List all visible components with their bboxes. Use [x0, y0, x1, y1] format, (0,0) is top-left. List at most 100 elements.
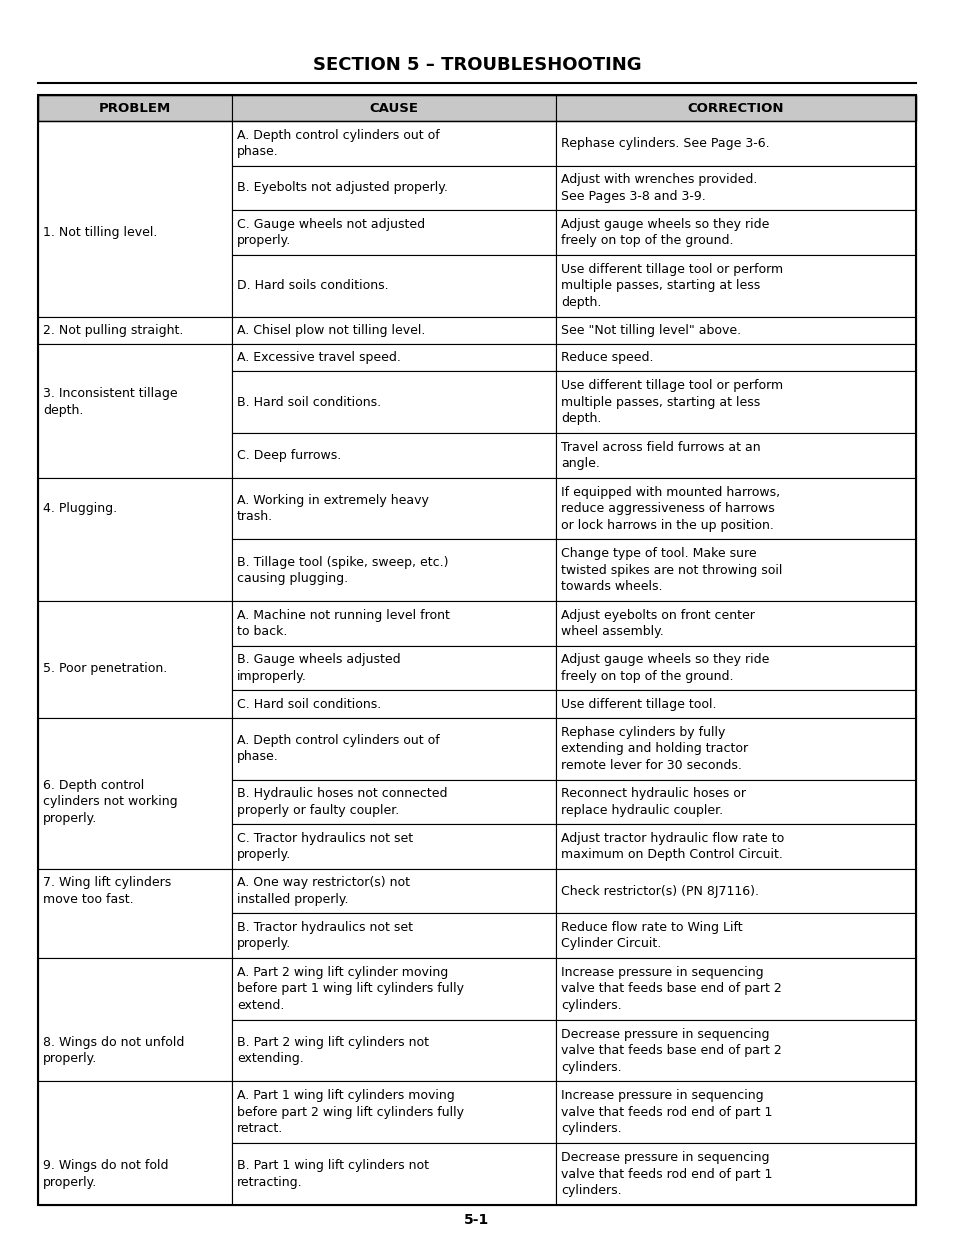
- Text: C. Gauge wheels not adjusted
properly.: C. Gauge wheels not adjusted properly.: [236, 217, 425, 247]
- Text: Adjust gauge wheels so they ride
freely on top of the ground.: Adjust gauge wheels so they ride freely …: [560, 217, 768, 247]
- Bar: [556, 478, 915, 540]
- Text: B. Eyebolts not adjusted properly.: B. Eyebolts not adjusted properly.: [236, 182, 447, 194]
- Bar: [232, 1082, 556, 1144]
- Text: A. Depth control cylinders out of
phase.: A. Depth control cylinders out of phase.: [236, 734, 439, 763]
- Bar: [556, 914, 915, 958]
- Bar: [232, 690, 556, 718]
- Text: Change type of tool. Make sure
twisted spikes are not throwing soil
towards whee: Change type of tool. Make sure twisted s…: [560, 547, 781, 593]
- Text: See "Not tilling level" above.: See "Not tilling level" above.: [560, 324, 740, 337]
- Bar: [38, 478, 232, 601]
- Text: 7. Wing lift cylinders
move too fast.: 7. Wing lift cylinders move too fast.: [43, 877, 172, 905]
- Text: Use different tillage tool or perform
multiple passes, starting at less
depth.: Use different tillage tool or perform mu…: [560, 263, 782, 309]
- Bar: [556, 254, 915, 316]
- Text: Adjust gauge wheels so they ride
freely on top of the ground.: Adjust gauge wheels so they ride freely …: [560, 653, 768, 683]
- Text: A. Depth control cylinders out of
phase.: A. Depth control cylinders out of phase.: [236, 128, 439, 158]
- Bar: [232, 165, 556, 210]
- Text: Adjust tractor hydraulic flow rate to
maximum on Depth Control Circuit.: Adjust tractor hydraulic flow rate to ma…: [560, 831, 783, 861]
- Text: 4. Plugging.: 4. Plugging.: [43, 503, 117, 515]
- Bar: [232, 914, 556, 958]
- Bar: [556, 210, 915, 254]
- Bar: [232, 121, 556, 165]
- Bar: [556, 824, 915, 868]
- Text: Use different tillage tool.: Use different tillage tool.: [560, 698, 716, 710]
- Text: Reduce speed.: Reduce speed.: [560, 351, 653, 364]
- Bar: [556, 316, 915, 343]
- Text: B. Part 1 wing lift cylinders not
retracting.: B. Part 1 wing lift cylinders not retrac…: [236, 1160, 429, 1189]
- Bar: [556, 1144, 915, 1205]
- Text: 9. Wings do not fold
properly.: 9. Wings do not fold properly.: [43, 1160, 169, 1189]
- Bar: [556, 1082, 915, 1144]
- Text: 8. Wings do not unfold
properly.: 8. Wings do not unfold properly.: [43, 1036, 184, 1066]
- Bar: [556, 372, 915, 433]
- Text: Travel across field furrows at an
angle.: Travel across field furrows at an angle.: [560, 441, 760, 471]
- Bar: [232, 254, 556, 316]
- Bar: [556, 646, 915, 690]
- Bar: [38, 601, 232, 718]
- Text: Check restrictor(s) (PN 8J7116).: Check restrictor(s) (PN 8J7116).: [560, 884, 759, 898]
- Text: C. Tractor hydraulics not set
properly.: C. Tractor hydraulics not set properly.: [236, 831, 413, 861]
- Text: Use different tillage tool or perform
multiple passes, starting at less
depth.: Use different tillage tool or perform mu…: [560, 379, 782, 425]
- Bar: [556, 958, 915, 1020]
- Bar: [38, 316, 232, 343]
- Text: B. Tractor hydraulics not set
properly.: B. Tractor hydraulics not set properly.: [236, 921, 413, 951]
- Bar: [556, 601, 915, 646]
- Bar: [38, 95, 915, 121]
- Text: B. Gauge wheels adjusted
improperly.: B. Gauge wheels adjusted improperly.: [236, 653, 400, 683]
- Text: Adjust with wrenches provided.
See Pages 3-8 and 3-9.: Adjust with wrenches provided. See Pages…: [560, 173, 757, 203]
- Bar: [232, 824, 556, 868]
- Bar: [232, 1020, 556, 1082]
- Bar: [556, 779, 915, 824]
- Bar: [38, 958, 232, 1082]
- Bar: [556, 868, 915, 914]
- Bar: [38, 121, 232, 316]
- Text: D. Hard soils conditions.: D. Hard soils conditions.: [236, 279, 388, 293]
- Bar: [556, 95, 915, 121]
- Text: Increase pressure in sequencing
valve that feeds base end of part 2
cylinders.: Increase pressure in sequencing valve th…: [560, 966, 781, 1011]
- Bar: [232, 718, 556, 779]
- Text: Rephase cylinders. See Page 3-6.: Rephase cylinders. See Page 3-6.: [560, 137, 769, 149]
- Bar: [232, 601, 556, 646]
- Bar: [38, 343, 232, 478]
- Text: PROBLEM: PROBLEM: [99, 101, 171, 115]
- Text: B. Hard soil conditions.: B. Hard soil conditions.: [236, 395, 381, 409]
- Bar: [556, 433, 915, 478]
- Text: Adjust eyebolts on front center
wheel assembly.: Adjust eyebolts on front center wheel as…: [560, 609, 754, 638]
- Text: Reduce flow rate to Wing Lift
Cylinder Circuit.: Reduce flow rate to Wing Lift Cylinder C…: [560, 921, 741, 951]
- Bar: [232, 779, 556, 824]
- Text: B. Hydraulic hoses not connected
properly or faulty coupler.: B. Hydraulic hoses not connected properl…: [236, 787, 447, 816]
- Bar: [232, 478, 556, 540]
- Bar: [232, 343, 556, 372]
- Text: A. One way restrictor(s) not
installed properly.: A. One way restrictor(s) not installed p…: [236, 877, 410, 905]
- Bar: [556, 121, 915, 165]
- Bar: [232, 316, 556, 343]
- Bar: [38, 95, 915, 1205]
- Bar: [556, 1020, 915, 1082]
- Text: Decrease pressure in sequencing
valve that feeds base end of part 2
cylinders.: Decrease pressure in sequencing valve th…: [560, 1028, 781, 1073]
- Text: A. Machine not running level front
to back.: A. Machine not running level front to ba…: [236, 609, 450, 638]
- Text: 3. Inconsistent tillage
depth.: 3. Inconsistent tillage depth.: [43, 388, 177, 417]
- Bar: [232, 868, 556, 914]
- Bar: [232, 95, 556, 121]
- Text: A. Part 1 wing lift cylinders moving
before part 2 wing lift cylinders fully
ret: A. Part 1 wing lift cylinders moving bef…: [236, 1089, 463, 1135]
- Bar: [232, 210, 556, 254]
- Bar: [232, 646, 556, 690]
- Bar: [38, 718, 232, 868]
- Bar: [232, 372, 556, 433]
- Text: CAUSE: CAUSE: [369, 101, 418, 115]
- Bar: [38, 1082, 232, 1205]
- Bar: [232, 540, 556, 601]
- Bar: [556, 718, 915, 779]
- Bar: [556, 690, 915, 718]
- Text: 2. Not pulling straight.: 2. Not pulling straight.: [43, 324, 183, 337]
- Text: B. Tillage tool (spike, sweep, etc.)
causing plugging.: B. Tillage tool (spike, sweep, etc.) cau…: [236, 556, 448, 585]
- Text: Rephase cylinders by fully
extending and holding tractor
remote lever for 30 sec: Rephase cylinders by fully extending and…: [560, 726, 747, 772]
- Bar: [38, 868, 232, 958]
- Text: 5-1: 5-1: [464, 1213, 489, 1228]
- Bar: [556, 165, 915, 210]
- Text: CORRECTION: CORRECTION: [687, 101, 783, 115]
- Bar: [556, 540, 915, 601]
- Text: B. Part 2 wing lift cylinders not
extending.: B. Part 2 wing lift cylinders not extend…: [236, 1036, 429, 1066]
- Text: If equipped with mounted harrows,
reduce aggressiveness of harrows
or lock harro: If equipped with mounted harrows, reduce…: [560, 485, 780, 531]
- Text: Increase pressure in sequencing
valve that feeds rod end of part 1
cylinders.: Increase pressure in sequencing valve th…: [560, 1089, 772, 1135]
- Text: C. Hard soil conditions.: C. Hard soil conditions.: [236, 698, 381, 710]
